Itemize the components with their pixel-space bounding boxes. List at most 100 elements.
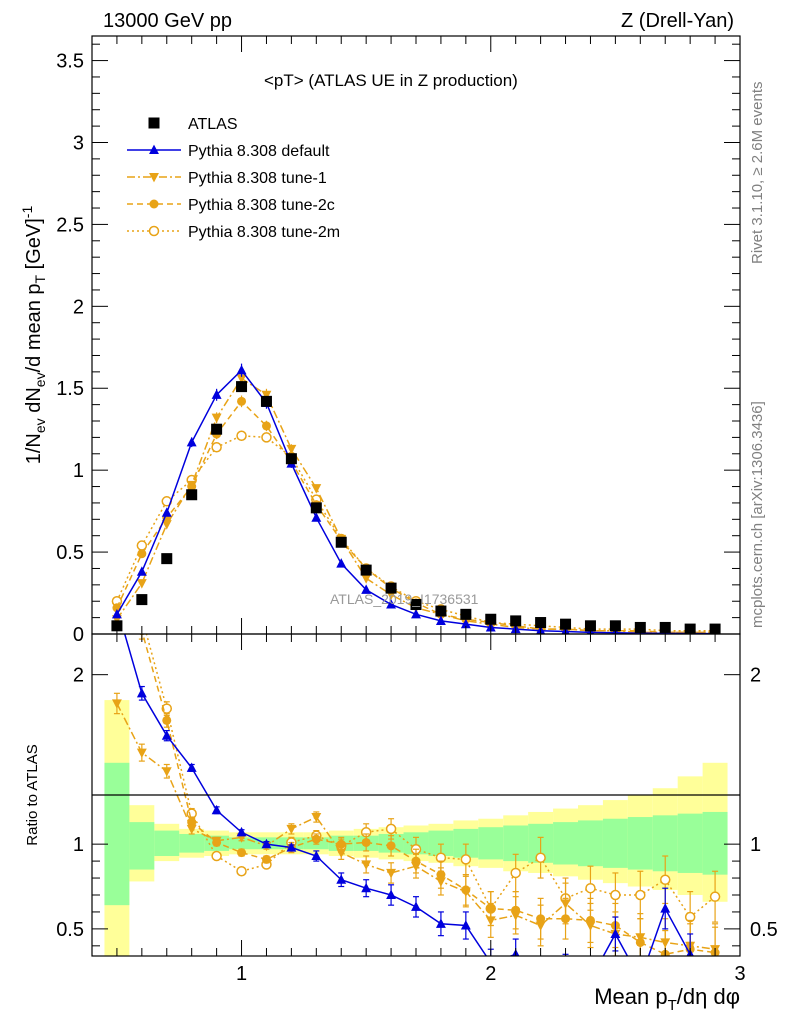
ratio-point (336, 848, 347, 859)
series-line-ratio (123, 634, 693, 956)
legend-label: ATLAS (188, 116, 238, 133)
data-point (237, 396, 247, 406)
data-point (161, 553, 173, 565)
x-axis-label: Mean pT/dη dφ (594, 984, 740, 1014)
data-point (584, 620, 596, 632)
ratio-point (112, 518, 121, 527)
y-tick-label: 2 (73, 296, 84, 318)
ratio-point (659, 874, 671, 885)
data-point (161, 507, 172, 517)
header-right: Z (Drell-Yan) (621, 10, 734, 32)
mcplots-label: mcplots.cern.ch [arXiv:1306.3436] (749, 401, 766, 628)
ratio-point (710, 974, 720, 983)
ratio-point (311, 850, 322, 861)
ratio-point (136, 748, 147, 759)
ratio-point (585, 882, 596, 894)
ratio-point (411, 862, 421, 872)
ratio-point (610, 889, 621, 901)
x-tick-label: 3 (734, 963, 745, 985)
ratio-tick-label-right: 1 (750, 834, 761, 856)
ratio-point (211, 836, 222, 847)
data-point (186, 480, 197, 491)
y-tick-label: 2.5 (56, 214, 84, 236)
data-point (211, 423, 223, 435)
data-point (186, 489, 198, 501)
data-point (261, 421, 271, 431)
axis-ticks: 00.511.522.533.51 2 30.5 0.51 12 2 (56, 36, 778, 985)
ratio-point (336, 874, 347, 884)
ratio-point (236, 866, 247, 877)
ratio-point (311, 834, 321, 844)
data-point (435, 605, 447, 617)
band-green-bin (578, 820, 603, 867)
ratio-point (162, 715, 172, 725)
legend-label: Pythia 8.308 tune-2c (188, 197, 335, 214)
ratio-point (660, 938, 671, 948)
x-tick-label: 2 (485, 963, 496, 985)
ratio-point (286, 842, 297, 852)
ratio-point (435, 918, 446, 928)
ratio-point (386, 889, 397, 900)
main-plot-series (111, 363, 721, 634)
ratio-point (385, 823, 397, 835)
ratio-point (560, 899, 571, 909)
ratio-tick-label: 1 (73, 834, 84, 856)
data-point (236, 364, 247, 375)
data-point (336, 558, 347, 568)
legend-marker (148, 117, 160, 129)
svg-text:1/Nev dNev/d mean pT [GeV]-1: 1/Nev dNev/d mean pT [GeV]-1 (19, 206, 48, 465)
ratio-point (386, 841, 396, 851)
ratio-point (460, 887, 471, 897)
legend-marker (148, 225, 160, 237)
data-point (360, 564, 372, 576)
band-green-bin (154, 830, 180, 857)
ratio-point (236, 826, 247, 837)
ratio-point (211, 850, 222, 862)
ratio-tick-label-right: 0.5 (750, 919, 778, 941)
data-point (236, 381, 248, 393)
data-point (460, 618, 471, 629)
data-point (261, 390, 272, 401)
y-tick-label: 1.5 (56, 378, 84, 400)
data-point (261, 432, 272, 443)
band-green-bin (702, 811, 728, 875)
ratio-point (286, 824, 297, 835)
data-point (361, 574, 372, 584)
legend-label: Pythia 8.308 default (188, 143, 330, 160)
legend-label: Pythia 8.308 tune-2m (188, 224, 340, 241)
legend-label: Pythia 8.308 tune-1 (188, 170, 327, 187)
data-point (311, 484, 322, 494)
ratio-point (186, 824, 197, 835)
ratio-point (460, 920, 471, 930)
y-tick-label: 0 (73, 624, 84, 646)
ratio-point (136, 687, 147, 698)
ratio-point (237, 848, 247, 858)
ratio-point (536, 974, 546, 983)
ratio-point (186, 762, 197, 772)
band-green-bin (602, 818, 628, 868)
ratio-point (161, 730, 172, 740)
ratio-point (585, 921, 596, 931)
band-green-bin (677, 813, 703, 873)
ratio-point (112, 568, 121, 577)
data-point (211, 413, 222, 424)
data-point (410, 599, 422, 611)
svg-text:mcplots.cern.ch [arXiv:1306.34: mcplots.cern.ch [arXiv:1306.3436] (749, 401, 766, 628)
ratio-point (561, 966, 571, 975)
data-point (361, 584, 372, 594)
chart-title: <pT> (ATLAS UE in Z production) (264, 71, 518, 90)
data-point (386, 599, 397, 609)
ratio-point (111, 699, 122, 709)
y-tick-label: 3.5 (56, 51, 84, 73)
y-tick-label: 1 (73, 460, 84, 482)
ratio-point (635, 933, 646, 943)
ratio-point (411, 901, 421, 911)
legend: ATLAS Pythia 8.308 default Pythia 8.308 tu… (127, 116, 340, 241)
ratio-point (386, 868, 397, 879)
ratio-point (361, 882, 372, 893)
data-point (236, 430, 247, 442)
ratio-tick-label-right: 2 (750, 665, 761, 687)
data-point (136, 566, 147, 576)
svg-text:Ratio to ATLAS: Ratio to ATLAS (24, 744, 41, 845)
